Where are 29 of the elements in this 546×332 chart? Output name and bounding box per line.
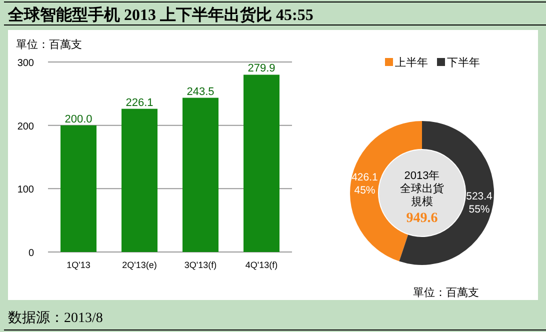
y-axis-title: 單位：百萬支 <box>16 38 82 51</box>
x-tick-label: 2Q'13(e) <box>122 260 157 270</box>
data-label: 243.5 <box>186 86 214 98</box>
y-tick-label: 0 <box>28 248 34 259</box>
text: 單位：百萬支 <box>413 286 479 299</box>
data-label: 279.9 <box>248 62 276 75</box>
bar <box>122 108 158 252</box>
bar <box>244 74 280 252</box>
legend-label: 上半年 <box>395 56 428 69</box>
bar <box>182 98 218 252</box>
chart-title: 全球智能型手机 2013 上下半年出货比 45:55 <box>7 6 314 24</box>
text: 949.6 <box>406 211 438 226</box>
data-label: 523.4 55% <box>466 190 493 216</box>
donut-slice <box>399 121 494 265</box>
bar <box>60 125 96 252</box>
x-tick-label: 4Q'13(f) <box>245 260 278 270</box>
text: 全球出貨 <box>400 182 444 195</box>
x-tick-label: 1Q'13 <box>66 260 90 270</box>
data-label: 426.1 45% <box>352 172 378 197</box>
y-tick-label: 200 <box>17 121 34 132</box>
data-label: 200.0 <box>64 113 92 126</box>
y-tick-label: 300 <box>17 58 34 69</box>
text: 規模 <box>411 196 433 208</box>
text: 2013年 <box>404 170 440 182</box>
data-label: 226.1 <box>126 96 154 109</box>
legend-label: 下半年 <box>447 56 480 69</box>
text: 数据源：2013/8 <box>8 310 103 326</box>
x-tick-label: 3Q'13(f) <box>184 260 217 270</box>
y-tick-label: 100 <box>17 184 34 196</box>
